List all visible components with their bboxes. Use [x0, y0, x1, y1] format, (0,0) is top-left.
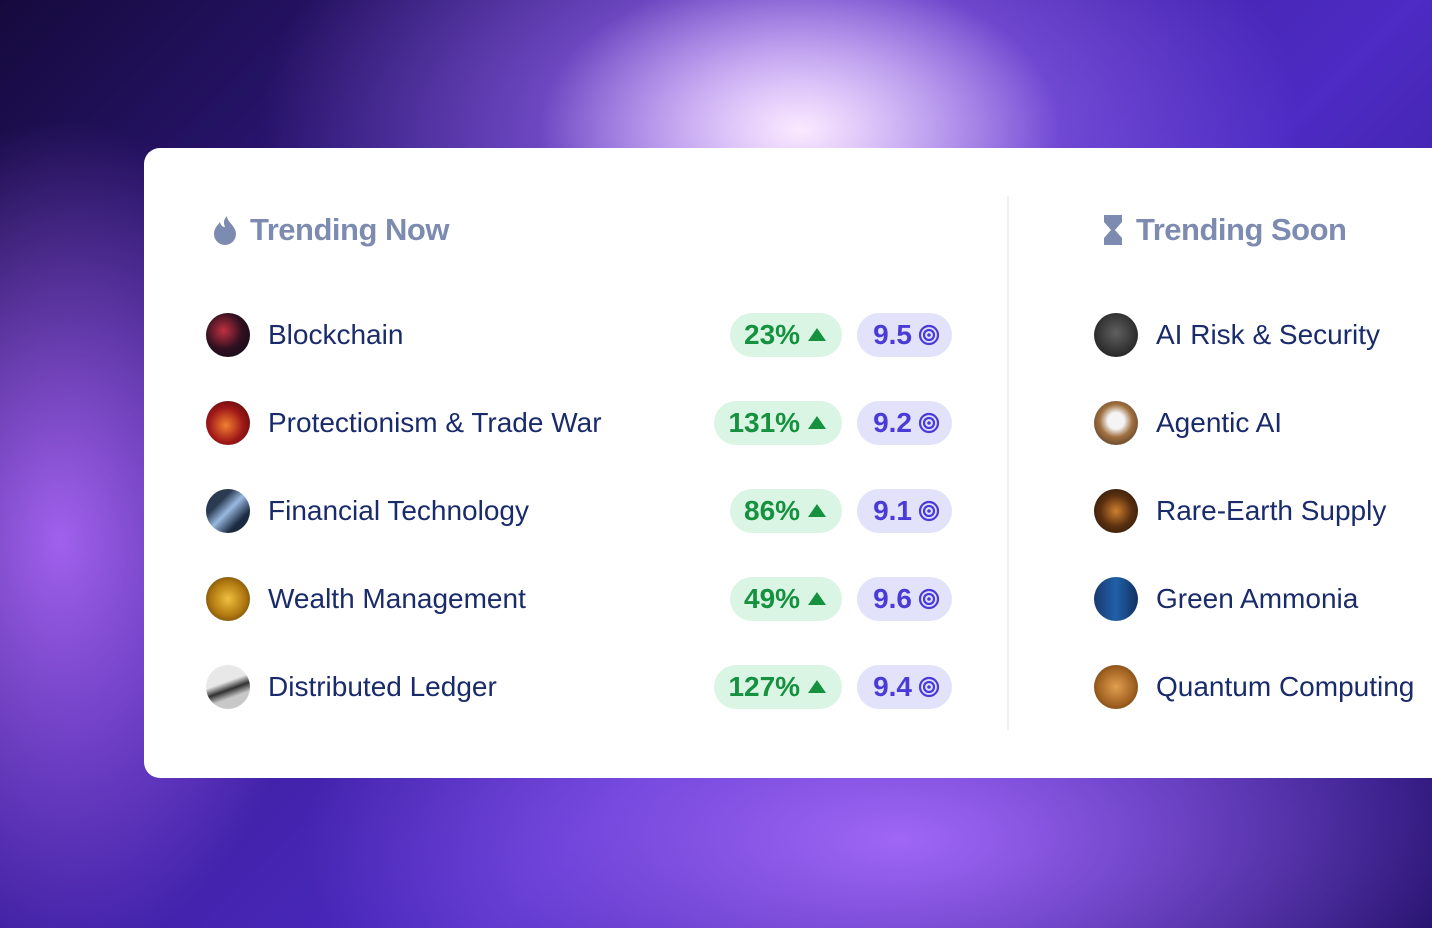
- topic-name: Blockchain: [268, 319, 404, 350]
- section-title: Trending Now: [250, 212, 449, 247]
- hourglass-icon: [1104, 215, 1122, 245]
- topic-avatar: [1094, 313, 1138, 357]
- up-arrow-icon: [808, 592, 827, 605]
- topic-row[interactable]: Quantum Computing: [1094, 665, 1432, 709]
- score-value: 9.5: [873, 319, 912, 350]
- section-title: Trending Soon: [1136, 212, 1347, 247]
- growth-pill: 86%: [730, 489, 843, 533]
- topic-name: Financial Technology: [268, 495, 529, 526]
- topic-name: Distributed Ledger: [268, 671, 497, 702]
- topic-row[interactable]: Protectionism & Trade War 131% 9.2: [206, 401, 952, 445]
- metrics: 23% 9.5: [730, 313, 952, 357]
- growth-pill: 23%: [730, 313, 843, 357]
- topic-avatar: [206, 577, 250, 621]
- target-icon: [918, 676, 940, 698]
- up-arrow-icon: [808, 504, 827, 517]
- target-icon: [918, 500, 940, 522]
- growth-pill: 127%: [714, 665, 843, 709]
- score-pill: 9.6: [857, 577, 952, 621]
- score-value: 9.2: [873, 407, 912, 438]
- topic-avatar: [206, 401, 250, 445]
- topic-row[interactable]: Rare-Earth Supply: [1094, 489, 1432, 533]
- topic-avatar: [206, 489, 250, 533]
- metrics: 49% 9.6: [730, 577, 952, 621]
- topic-row[interactable]: Wealth Management 49% 9.6: [206, 577, 952, 621]
- score-pill: 9.5: [857, 313, 952, 357]
- score-pill: 9.4: [857, 665, 952, 709]
- topic-avatar: [206, 665, 250, 709]
- target-icon: [918, 588, 940, 610]
- trending-card: Trending Now Blockchain 23% 9.5 Protectioni…: [144, 148, 1432, 778]
- score-pill: 9.2: [857, 401, 952, 445]
- score-value: 9.4: [873, 671, 912, 702]
- growth-pill: 49%: [730, 577, 843, 621]
- growth-value: 49%: [744, 583, 801, 614]
- section-header: Trending Soon: [1102, 210, 1347, 250]
- up-arrow-icon: [808, 416, 827, 429]
- topic-name: Green Ammonia: [1156, 583, 1359, 614]
- topic-avatar: [1094, 489, 1138, 533]
- topic-row[interactable]: Financial Technology 86% 9.1: [206, 489, 952, 533]
- topic-avatar: [1094, 577, 1138, 621]
- topic-avatar: [1094, 665, 1138, 709]
- topic-name: Wealth Management: [268, 583, 526, 614]
- section-header: Trending Now: [212, 210, 449, 250]
- trending-now-column: Trending Now Blockchain 23% 9.5 Protectioni…: [206, 148, 952, 778]
- topic-name: Rare-Earth Supply: [1156, 495, 1387, 526]
- growth-pill: 131%: [714, 401, 843, 445]
- topic-name: Quantum Computing: [1156, 671, 1415, 702]
- topic-name: Agentic AI: [1156, 407, 1283, 438]
- growth-value: 86%: [744, 495, 801, 526]
- metrics: 86% 9.1: [730, 489, 952, 533]
- up-arrow-icon: [808, 680, 827, 693]
- metrics: 127% 9.4: [714, 665, 952, 709]
- target-icon: [918, 412, 940, 434]
- trending-soon-column: Trending Soon AI Risk & Security Agentic …: [1094, 148, 1432, 778]
- target-icon: [918, 324, 940, 346]
- topic-row[interactable]: Distributed Ledger 127% 9.4: [206, 665, 952, 709]
- score-value: 9.1: [873, 495, 912, 526]
- topic-avatar: [1094, 401, 1138, 445]
- topic-row[interactable]: AI Risk & Security: [1094, 313, 1432, 357]
- topic-avatar: [206, 313, 250, 357]
- topic-name: Protectionism & Trade War: [268, 407, 602, 438]
- growth-value: 23%: [744, 319, 801, 350]
- score-value: 9.6: [873, 583, 912, 614]
- up-arrow-icon: [808, 328, 827, 341]
- growth-value: 131%: [728, 407, 801, 438]
- topic-name: AI Risk & Security: [1156, 319, 1381, 350]
- growth-value: 127%: [728, 671, 801, 702]
- metrics: 131% 9.2: [714, 401, 952, 445]
- score-pill: 9.1: [857, 489, 952, 533]
- topic-row[interactable]: Agentic AI: [1094, 401, 1432, 445]
- topic-row[interactable]: Blockchain 23% 9.5: [206, 313, 952, 357]
- flame-icon: [214, 216, 236, 245]
- topic-row[interactable]: Green Ammonia: [1094, 577, 1432, 621]
- divider: [1007, 196, 1009, 730]
